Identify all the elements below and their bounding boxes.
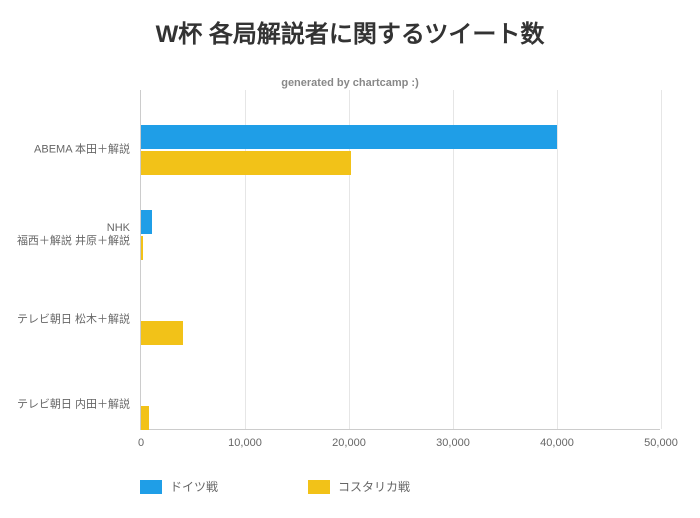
x-tick-label: 50,000 — [644, 437, 678, 449]
legend-item-costarica: コスタリカ戦 — [308, 478, 410, 495]
legend: ドイツ戦 コスタリカ戦 — [140, 478, 410, 495]
x-tick-label: 0 — [138, 437, 144, 449]
y-category-label: NHK 福西＋解説 井原＋解説 — [17, 222, 130, 248]
legend-item-germany: ドイツ戦 — [140, 478, 218, 495]
legend-swatch-germany — [140, 480, 162, 494]
gridline — [557, 90, 558, 429]
x-tick-label: 40,000 — [540, 437, 574, 449]
bar — [141, 151, 351, 175]
bar — [141, 321, 183, 345]
y-category-label: テレビ朝日 松木＋解説 — [17, 313, 130, 326]
legend-swatch-costarica — [308, 480, 330, 494]
bar — [141, 210, 152, 234]
y-category-label: ABEMA 本田＋解説 — [34, 143, 130, 156]
x-tick-label: 20,000 — [332, 437, 366, 449]
bar — [141, 125, 557, 149]
x-tick-label: 30,000 — [436, 437, 470, 449]
chart-title: W杯 各局解説者に関するツイート数 — [0, 0, 700, 49]
bar — [141, 406, 149, 430]
y-category-label: テレビ朝日 内田＋解説 — [17, 398, 130, 411]
chart-subtitle: generated by chartcamp :) — [0, 77, 700, 89]
plot-region: 010,00020,00030,00040,00050,000ABEMA 本田＋… — [140, 90, 660, 430]
legend-label-costarica: コスタリカ戦 — [338, 478, 410, 495]
x-tick-label: 10,000 — [228, 437, 262, 449]
gridline — [661, 90, 662, 429]
chart-area: 010,00020,00030,00040,00050,000ABEMA 本田＋… — [140, 90, 660, 450]
legend-label-germany: ドイツ戦 — [170, 478, 218, 495]
bar — [141, 236, 143, 260]
